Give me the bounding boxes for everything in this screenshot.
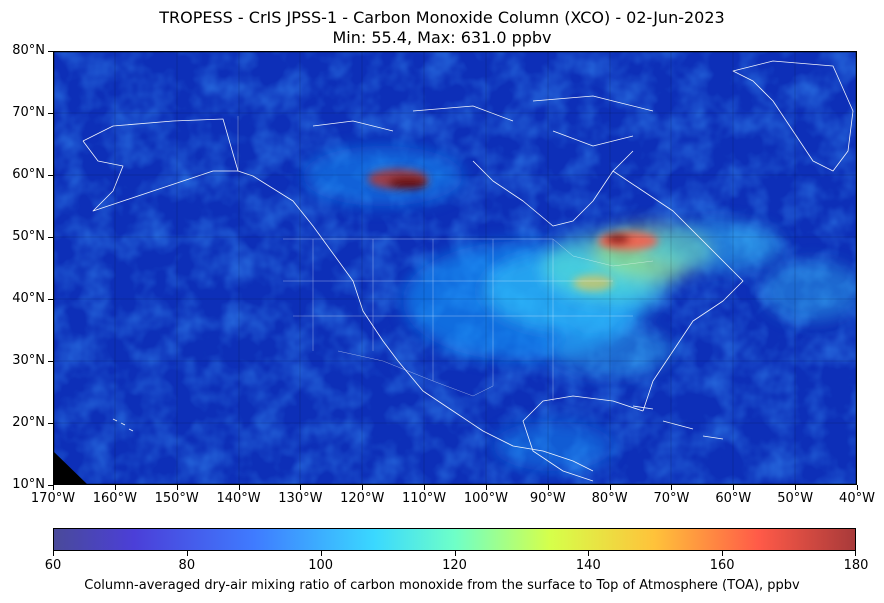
lon-tick-label: 60°W <box>715 491 752 506</box>
colorbar-tick-label: 100 <box>308 558 334 573</box>
lon-tick-label: 40°W <box>839 491 875 506</box>
lon-tick <box>486 485 487 490</box>
lon-tick <box>795 485 796 490</box>
lon-tick-label: 120°W <box>340 491 385 506</box>
lon-tick <box>610 485 611 490</box>
caribbean <box>632 405 724 440</box>
colorbar-tick-label: 80 <box>178 558 196 573</box>
colorbar-tick-label: 140 <box>575 558 601 573</box>
colorbar-tick <box>722 551 723 556</box>
hotspot-eastern-us <box>573 275 613 291</box>
lat-tick <box>48 423 53 424</box>
lat-tick-label: 80°N <box>12 43 45 58</box>
colorbar-tick-label: 120 <box>442 558 467 573</box>
lon-tick <box>671 485 672 490</box>
map-title: TROPESS - CrIS JPSS-1 - Carbon Monoxide … <box>159 8 725 27</box>
lon-tick <box>300 485 301 490</box>
lat-tick <box>48 485 53 486</box>
colorbar-tick <box>321 551 322 556</box>
lon-tick-label: 150°W <box>154 491 199 506</box>
lat-tick-label: 10°N <box>12 477 45 492</box>
colorbar-tick <box>455 551 456 556</box>
lon-tick <box>362 485 363 490</box>
lon-tick-label: 140°W <box>216 491 261 506</box>
lat-tick <box>48 113 53 114</box>
lat-tick-label: 20°N <box>12 415 45 430</box>
colorbar-tick <box>53 551 54 556</box>
lat-tick-label: 40°N <box>12 291 45 306</box>
atlantic-coast <box>612 170 744 412</box>
lon-tick <box>548 485 549 490</box>
lon-tick-label: 100°W <box>463 491 508 506</box>
coastlines <box>82 60 854 482</box>
lon-tick-label: 70°W <box>653 491 690 506</box>
lat-tick-label: 70°N <box>12 105 45 120</box>
lat-tick <box>48 51 53 52</box>
lat-tick-label: 30°N <box>12 353 45 368</box>
lon-tick <box>53 485 54 490</box>
lon-tick <box>424 485 425 490</box>
co-hotspots <box>368 169 658 291</box>
lat-tick <box>48 361 53 362</box>
graticule <box>53 51 857 485</box>
us-canada-border <box>283 238 654 267</box>
hawaii <box>112 418 134 432</box>
lat-tick-label: 60°N <box>12 167 45 182</box>
gulf-coast <box>522 395 644 482</box>
lat-tick-label: 50°N <box>12 229 45 244</box>
map-frame <box>53 51 857 485</box>
lon-tick-label: 130°W <box>278 491 323 506</box>
colorbar-tick-label: 60 <box>44 558 62 573</box>
map-panel[interactable] <box>53 51 857 485</box>
co-enhancement-fields <box>303 146 857 471</box>
colorbar <box>53 528 856 551</box>
lon-tick-label: 50°W <box>777 491 814 506</box>
colorbar-tick-label: 160 <box>709 558 735 573</box>
arctic-islands <box>312 95 654 147</box>
political-borders <box>237 116 654 401</box>
colorbar-tick <box>855 551 856 556</box>
colorbar-tick <box>187 551 188 556</box>
lat-tick <box>48 175 53 176</box>
colorbar-tick <box>588 551 589 556</box>
lon-tick-label: 90°W <box>529 491 566 506</box>
lon-tick-label: 170°W <box>30 491 76 506</box>
colorbar-tick-label: 180 <box>843 558 869 573</box>
hudson-bay <box>472 150 634 227</box>
lat-tick <box>48 237 53 238</box>
map-subtitle: Min: 55.4, Max: 631.0 ppbv <box>332 28 552 47</box>
alaska-coast <box>82 118 594 472</box>
colorbar-label: Column-averaged dry-air mixing ratio of … <box>84 578 800 593</box>
lat-tick <box>48 299 53 300</box>
lon-tick <box>857 485 858 490</box>
lon-tick-label: 80°W <box>591 491 628 506</box>
no-data-corner <box>53 451 88 485</box>
co-column-map[interactable] <box>53 51 857 485</box>
lon-tick <box>115 485 116 490</box>
greenland <box>732 60 854 172</box>
lon-tick <box>177 485 178 490</box>
lon-tick-label: 110°W <box>401 491 447 506</box>
lon-tick <box>239 485 240 490</box>
lon-tick <box>733 485 734 490</box>
lon-tick-label: 160°W <box>92 491 137 506</box>
